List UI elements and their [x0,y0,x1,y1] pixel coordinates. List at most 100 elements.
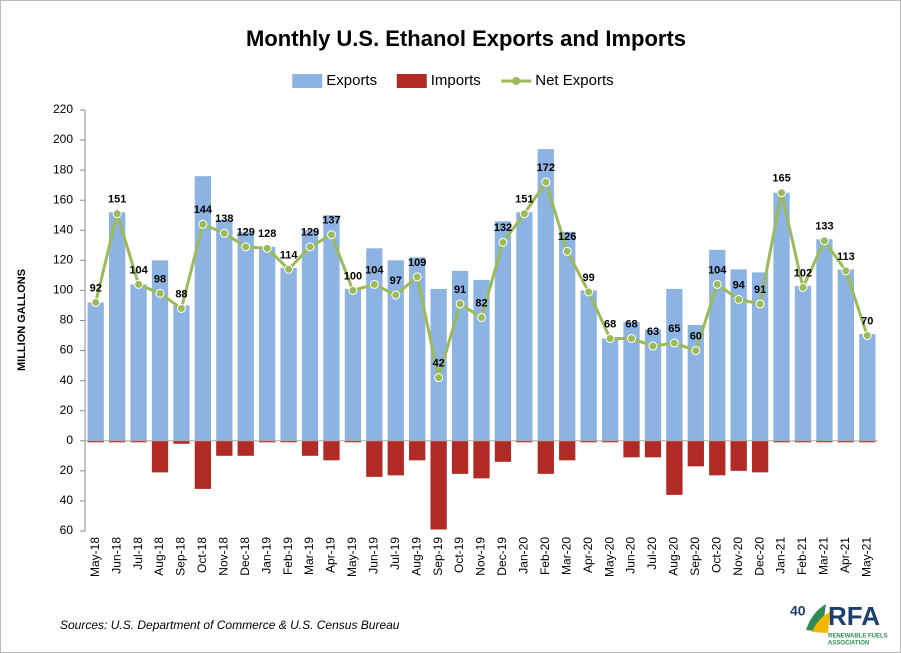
bar [109,440,126,443]
bar [151,260,169,441]
x-tick-label: Oct-19 [452,537,466,573]
logo-line: RENEWABLE FUELS [828,634,888,640]
y-tick-label: 40 [60,373,74,387]
bar [730,269,747,441]
x-tick-label: Mar-21 [817,537,831,575]
data-label: 128 [258,228,276,240]
bar [709,249,726,441]
point [455,299,465,309]
legend-label: Net Exports [535,72,613,89]
bar [87,302,104,441]
data-label: 126 [558,231,576,243]
legend-swatch [396,74,427,88]
bar [237,231,254,441]
bar [794,440,812,443]
data-label: 94 [733,279,746,291]
point [241,242,251,252]
bar [301,440,319,456]
x-tick-label: Sep-20 [688,537,702,576]
x-tick-label: Nov-19 [474,537,488,576]
point [219,228,229,238]
bar [430,288,447,441]
x-tick-label: Nov-20 [731,537,745,576]
x-tick-label: Aug-18 [152,537,166,576]
point [755,299,765,309]
y-tick-label: 20 [60,463,74,477]
logo-mark [812,612,830,633]
x-tick-label: Jan-20 [517,537,531,574]
bar [494,221,512,441]
point [326,230,336,240]
bar [709,440,726,476]
bar [816,440,833,443]
data-label: 68 [625,318,637,330]
data-label: 68 [604,318,616,330]
data-label: 99 [583,272,595,284]
data-label: 104 [129,264,148,276]
y-tick-label: 0 [66,433,73,447]
point [669,338,679,348]
y-tick-label: 40 [60,493,74,507]
data-label: 65 [668,323,680,335]
data-label: 97 [390,275,402,287]
bar [130,284,147,441]
bar [859,334,876,441]
bar [837,269,854,441]
x-tick-label: Aug-19 [409,537,423,576]
data-label: 92 [90,282,102,294]
data-label: 132 [494,222,512,234]
point [627,334,637,344]
bar [451,270,469,441]
bar [837,440,854,443]
point [284,264,294,274]
bar [87,440,104,443]
point [155,288,165,298]
data-label: 60 [690,330,702,342]
point [391,290,401,300]
bar [409,257,426,441]
x-tick-label: Sep-19 [431,537,445,576]
point [734,294,744,304]
y-tick-label: 140 [53,222,73,236]
logo-line: ASSOCIATION [828,641,869,647]
bar [194,440,212,489]
x-tick-label: Feb-20 [538,537,552,575]
point [434,373,444,383]
bar [130,440,147,443]
legend-swatch [512,77,521,85]
bar [109,212,126,441]
bar [216,440,233,456]
x-tick-label: Jun-19 [367,537,381,574]
logo-name: RFA [828,601,880,631]
x-tick-label: Mar-19 [302,537,316,575]
bar [344,440,362,443]
logo-years: 40 [790,603,806,619]
bar [151,440,169,473]
x-tick-label: May-21 [859,537,873,577]
data-label: 109 [408,257,426,269]
point [91,297,101,307]
point [477,312,486,322]
chart-title: Monthly U.S. Ethanol Exports and Imports [246,26,686,51]
x-tick-label: Sep-18 [174,537,188,576]
bar [666,288,683,441]
x-tick-label: Jul-18 [131,537,145,570]
point [691,346,701,356]
data-label: 151 [108,194,126,206]
data-label: 91 [454,284,466,296]
data-label: 129 [301,227,319,239]
bar [559,231,576,441]
point [777,188,787,198]
data-label: 104 [365,264,384,276]
x-tick-label: Feb-21 [795,537,809,575]
bar [173,305,190,441]
bar [537,149,554,441]
bar [259,440,276,443]
data-label: 137 [322,215,340,227]
bar [751,272,769,441]
point [584,287,594,297]
y-tick-label: 60 [60,343,74,357]
bar [301,230,319,441]
point [498,237,508,247]
